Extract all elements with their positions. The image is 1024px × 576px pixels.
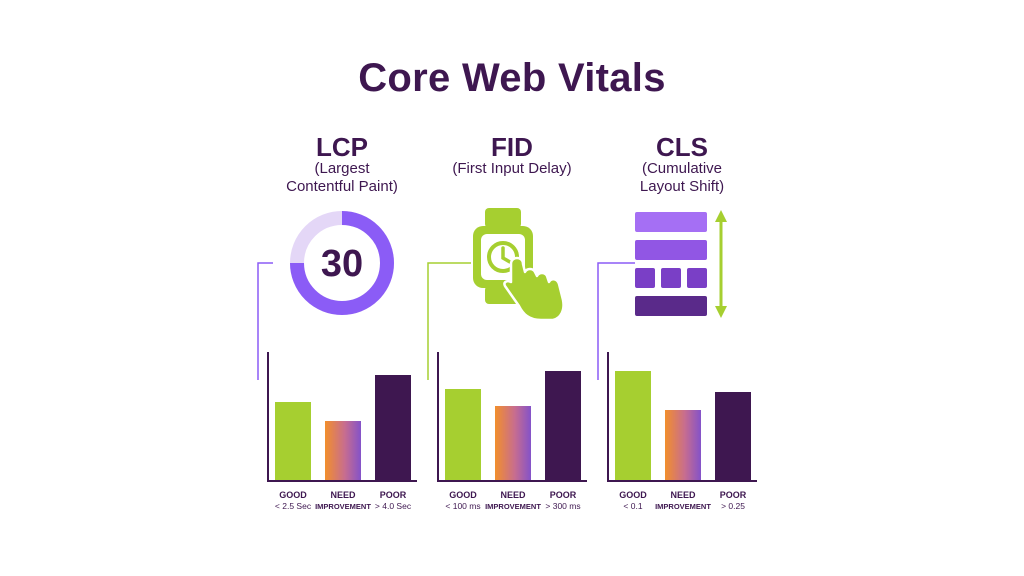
- lcp-label-need-title: NEED: [330, 490, 356, 500]
- fid-axis-y: [437, 352, 439, 482]
- cls-heading: CLS: [656, 132, 708, 162]
- cls-label-good-sub: < 0.1: [623, 501, 643, 511]
- cls-bar-good: [615, 371, 651, 480]
- cls-label-poor: POOR > 0.25: [703, 490, 763, 512]
- cls-axis-x: [607, 480, 757, 482]
- lcp-axis-y: [267, 352, 269, 482]
- fid-axis-x: [437, 480, 587, 482]
- fid-connector: [427, 262, 471, 380]
- cls-axis-y: [607, 352, 609, 482]
- lcp-axis-x: [267, 480, 417, 482]
- page-title: Core Web Vitals: [358, 56, 666, 100]
- lcp-connector: [257, 262, 273, 380]
- fid-subtitle: (First Input Delay): [452, 160, 572, 177]
- cls-bar-need: [665, 410, 701, 480]
- cls-label-good-title: GOOD: [619, 490, 647, 500]
- lcp-label-need: NEED IMPROVEMENT: [313, 490, 373, 512]
- cls-column: CLS (Cumulative Layout Shift) GOOD < 0.1…: [597, 0, 767, 576]
- lcp-label-good-sub: < 2.5 Sec: [274, 501, 312, 511]
- fid-label-poor: POOR > 300 ms: [533, 490, 593, 512]
- lcp-bar-poor: [375, 375, 411, 480]
- fid-label-need-sub: IMPROVEMENT: [485, 502, 541, 511]
- lcp-bar-need: [325, 421, 361, 480]
- cls-connector: [597, 262, 635, 380]
- fid-bar-good: [445, 389, 481, 480]
- fid-label-good: GOOD < 100 ms: [433, 490, 493, 512]
- smartwatch-tap-icon: [473, 208, 565, 322]
- gauge-value: 30: [321, 243, 363, 285]
- fid-heading: FID: [491, 132, 533, 162]
- layout-shift-icon: [635, 210, 727, 318]
- cls-subtitle: (Cumulative Layout Shift): [639, 160, 725, 195]
- lcp-label-poor-sub: > 4.0 Sec: [374, 501, 412, 511]
- lcp-label-poor: POOR > 4.0 Sec: [363, 490, 423, 512]
- fid-label-good-sub: < 100 ms: [445, 501, 481, 511]
- gauge-icon: 30: [290, 211, 394, 315]
- cls-label-poor-sub: > 0.25: [721, 501, 745, 511]
- fid-column: FID (First Input Delay) GOOD < 100 ms NE…: [427, 0, 597, 576]
- lcp-label-poor-title: POOR: [379, 490, 407, 500]
- fid-bar-poor: [545, 371, 581, 480]
- lcp-label-good: GOOD < 2.5 Sec: [263, 490, 323, 512]
- fid-label-need: NEED IMPROVEMENT: [483, 490, 543, 512]
- lcp-bar-good: [275, 402, 311, 480]
- cls-label-need: NEED IMPROVEMENT: [653, 490, 713, 512]
- fid-label-poor-sub: > 300 ms: [545, 501, 581, 511]
- cls-label-need-sub: IMPROVEMENT: [655, 502, 711, 511]
- cls-label-need-title: NEED: [670, 490, 696, 500]
- fid-label-need-title: NEED: [500, 490, 526, 500]
- fid-label-good-title: GOOD: [449, 490, 477, 500]
- lcp-column: LCP (Largest Contentful Paint) 30 GOOD <…: [257, 0, 427, 576]
- fid-label-poor-title: POOR: [549, 490, 577, 500]
- fid-bar-need: [495, 406, 531, 480]
- lcp-subtitle: (Largest Contentful Paint): [286, 160, 398, 195]
- cls-bar-poor: [715, 392, 751, 480]
- lcp-label-need-sub: IMPROVEMENT: [315, 502, 371, 511]
- cls-label-poor-title: POOR: [719, 490, 747, 500]
- lcp-heading: LCP: [316, 132, 368, 162]
- cls-label-good: GOOD < 0.1: [603, 490, 663, 512]
- lcp-label-good-title: GOOD: [279, 490, 307, 500]
